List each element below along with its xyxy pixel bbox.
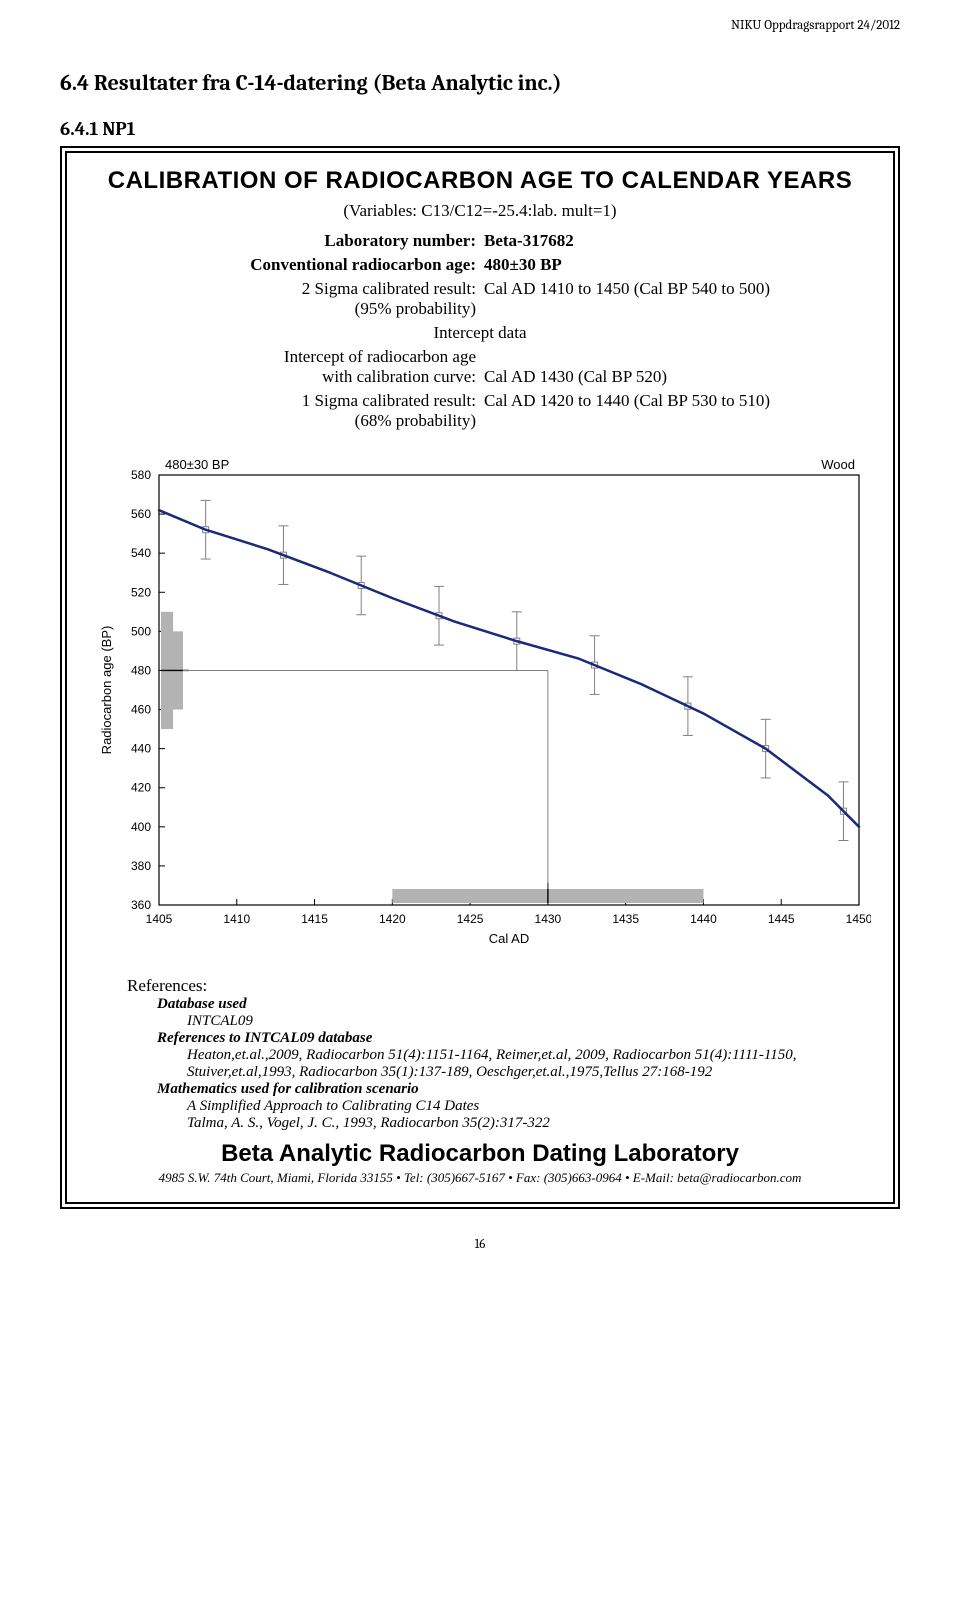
table-row: Laboratory number: Beta-317682: [87, 229, 873, 253]
ref-line: Heaton,et.al.,2009, Radiocarbon 51(4):11…: [187, 1047, 863, 1064]
svg-text:1445: 1445: [768, 912, 795, 926]
intercept-heading: Intercept data: [87, 321, 873, 345]
svg-text:480±30 BP: 480±30 BP: [165, 457, 229, 472]
lab-address: 4985 S.W. 74th Court, Miami, Florida 331…: [87, 1170, 873, 1186]
svg-text:1410: 1410: [223, 912, 250, 926]
svg-text:Radiocarbon age (BP): Radiocarbon age (BP): [99, 626, 114, 755]
svg-text:540: 540: [131, 546, 151, 560]
report-frame-outer: CALIBRATION OF RADIOCARBON AGE TO CALEND…: [60, 146, 900, 1209]
svg-text:Wood: Wood: [821, 457, 855, 472]
report-frame-inner: CALIBRATION OF RADIOCARBON AGE TO CALEND…: [65, 151, 895, 1204]
table-row: 1 Sigma calibrated result: (68% probabil…: [87, 389, 873, 433]
svg-text:440: 440: [131, 742, 151, 756]
sigma2-label: 2 Sigma calibrated result:: [302, 279, 476, 298]
table-row: Conventional radiocarbon age: 480±30 BP: [87, 253, 873, 277]
svg-text:400: 400: [131, 820, 151, 834]
variables-line: (Variables: C13/C12=-25.4:lab. mult=1): [87, 201, 873, 221]
svg-text:1440: 1440: [690, 912, 717, 926]
chart-svg: 360 380 400 420 440 460 480 500 520 540 560 580 1405…: [87, 451, 871, 961]
section-heading-3: 6.4.1 NP1: [60, 118, 900, 140]
page: NIKU Oppdragsrapport 24/2012 6.4 Resulta…: [0, 0, 960, 1282]
refs-to-heading: References to INTCAL09 database: [157, 1030, 863, 1047]
references-block: References: Database used INTCAL09 Refer…: [127, 976, 863, 1132]
svg-text:1405: 1405: [146, 912, 173, 926]
svg-text:1425: 1425: [457, 912, 484, 926]
math-heading: Mathematics used for calibration scenari…: [157, 1081, 863, 1098]
svg-text:1450: 1450: [846, 912, 871, 926]
svg-text:Cal AD: Cal AD: [489, 931, 529, 946]
db-name: INTCAL09: [187, 1013, 863, 1030]
metadata-table: Laboratory number: Beta-317682 Conventio…: [87, 229, 873, 433]
math-line: A Simplified Approach to Calibrating C14…: [187, 1098, 863, 1115]
sigma2-value: Cal AD 1410 to 1450 (Cal BP 540 to 500): [480, 277, 873, 321]
svg-text:360: 360: [131, 898, 151, 912]
doc-ref: NIKU Oppdragsrapport 24/2012: [731, 18, 900, 33]
conv-value: 480±30 BP: [484, 255, 562, 274]
sigma1-sub: (68% probability): [355, 411, 476, 430]
conv-label: Conventional radiocarbon age:: [250, 255, 476, 274]
sigma1-value: Cal AD 1420 to 1440 (Cal BP 530 to 510): [480, 389, 873, 433]
lab-title: Beta Analytic Radiocarbon Dating Laborat…: [87, 1140, 873, 1168]
svg-text:520: 520: [131, 585, 151, 599]
db-used-heading: Database used: [157, 996, 863, 1013]
sigma1-label: 1 Sigma calibrated result:: [302, 391, 476, 410]
calibration-chart: 360 380 400 420 440 460 480 500 520 540 560 580 1405…: [87, 451, 873, 966]
svg-text:380: 380: [131, 859, 151, 873]
intercept-label-2: with calibration curve:: [322, 367, 476, 386]
report-title: CALIBRATION OF RADIOCARBON AGE TO CALEND…: [87, 167, 873, 195]
table-row: Intercept of radiocarbon age with calibr…: [87, 345, 873, 389]
svg-text:460: 460: [131, 703, 151, 717]
ref-line: Stuiver,et.al,1993, Radiocarbon 35(1):13…: [187, 1064, 863, 1081]
references-heading: References:: [127, 976, 863, 996]
svg-text:1430: 1430: [535, 912, 562, 926]
intercept-value: Cal AD 1430 (Cal BP 520): [480, 345, 873, 389]
table-row: Intercept data: [87, 321, 873, 345]
svg-text:1435: 1435: [612, 912, 639, 926]
svg-text:500: 500: [131, 624, 151, 638]
section-heading-2: 6.4 Resultater fra C-14-datering (Beta A…: [60, 70, 900, 96]
intercept-label-1: Intercept of radiocarbon age: [284, 347, 476, 366]
page-number: 16: [60, 1237, 900, 1252]
svg-text:580: 580: [131, 468, 151, 482]
svg-text:1420: 1420: [379, 912, 406, 926]
labnum-value: Beta-317682: [484, 231, 574, 250]
svg-text:560: 560: [131, 507, 151, 521]
svg-text:480: 480: [131, 663, 151, 677]
labnum-label: Laboratory number:: [324, 231, 476, 250]
table-row: 2 Sigma calibrated result: (95% probabil…: [87, 277, 873, 321]
svg-text:1415: 1415: [301, 912, 328, 926]
sigma2-sub: (95% probability): [355, 299, 476, 318]
svg-text:420: 420: [131, 781, 151, 795]
math-line: Talma, A. S., Vogel, J. C., 1993, Radioc…: [187, 1115, 863, 1132]
